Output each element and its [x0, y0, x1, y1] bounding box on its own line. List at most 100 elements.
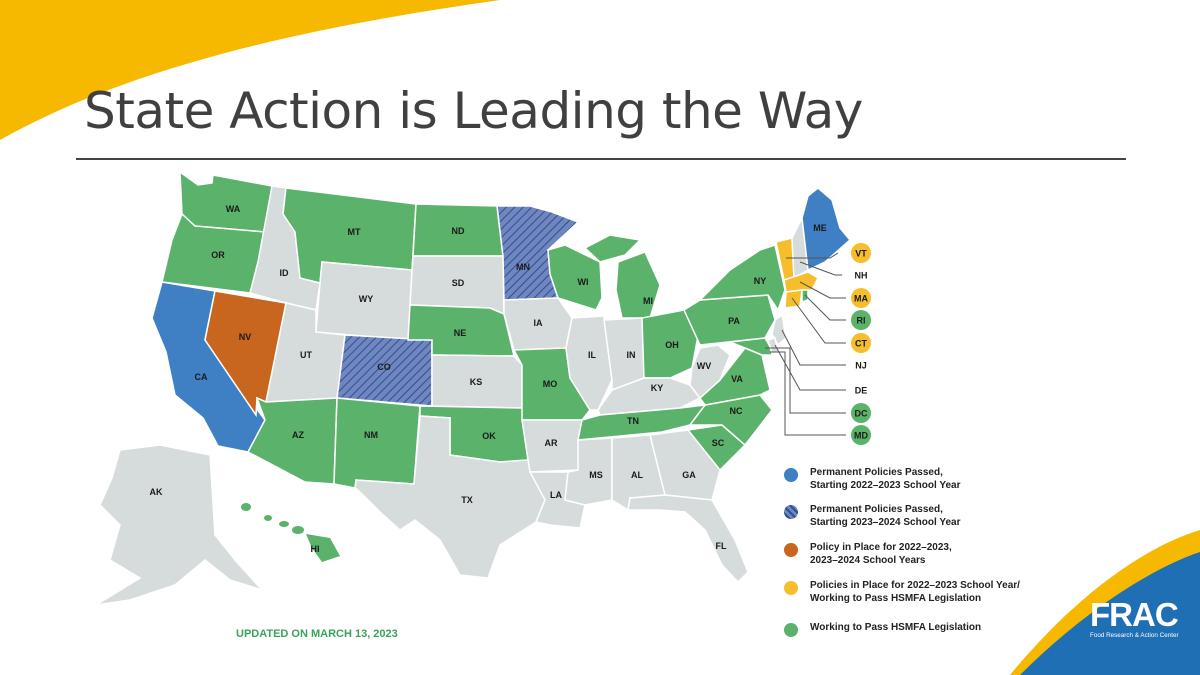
legend-swatch-yellow [784, 581, 798, 595]
legend-swatch-blue [784, 468, 798, 482]
state-label-NV: NV [239, 332, 252, 342]
state-label-PA: PA [728, 316, 740, 326]
state-WI[interactable] [547, 244, 603, 311]
state-label-TX: TX [461, 495, 473, 505]
state-label-VA: VA [731, 374, 743, 384]
callout-label-DC: DC [855, 409, 868, 419]
state-WV[interactable] [689, 344, 731, 400]
state-label-UT: UT [300, 350, 312, 360]
state-label-AZ: AZ [292, 430, 304, 440]
state-label-NC: NC [730, 406, 743, 416]
state-label-OH: OH [665, 340, 679, 350]
state-label-IA: IA [534, 318, 544, 328]
legend-text-line1: Working to Pass HSMFA Legislation [810, 622, 982, 633]
callout-badge-VT [851, 243, 871, 263]
callout-line-DC [765, 347, 846, 414]
frac-logo: FRAC Food Research & Action Center [1090, 598, 1190, 640]
state-label-ID: ID [280, 268, 290, 278]
callout-line-MD [770, 351, 846, 436]
callout-line-NH [799, 261, 842, 276]
state-label-FL: FL [716, 541, 727, 551]
logo-tagline: Food Research & Action Center [1090, 632, 1179, 639]
us-map: WA OR CA NV ID MT WY UT AZ CO NM ND SD N… [95, 170, 852, 606]
state-label-AL: AL [631, 470, 643, 480]
state-label-MT: MT [348, 227, 361, 237]
state-WA[interactable] [179, 170, 273, 233]
callout-badge-MD [851, 425, 871, 445]
state-label-MI: MI [643, 296, 653, 306]
state-AZ[interactable] [246, 396, 338, 485]
state-VA[interactable] [699, 347, 771, 406]
state-label-OR: OR [211, 250, 225, 260]
callout-label-DE: DE [855, 386, 868, 396]
callout-badge-CT [851, 333, 871, 353]
callout-line-DE [774, 344, 846, 391]
legend-text-line2: 2023–2024 School Years [810, 555, 926, 566]
legend-swatch-orange [784, 543, 798, 557]
state-FL[interactable] [627, 494, 749, 584]
state-label-SC: SC [712, 438, 725, 448]
callout-line-NJ [781, 329, 846, 366]
callout-line-MA [799, 281, 846, 299]
updated-date: UPDATED ON MARCH 13, 2023 [236, 628, 398, 640]
state-label-AR: AR [545, 438, 558, 448]
title-divider [76, 158, 1126, 160]
legend-item-permanent-2022: Permanent Policies Passed, Starting 2022–… [784, 466, 1040, 492]
state-label-NM: NM [364, 430, 378, 440]
state-label-TN: TN [627, 416, 639, 426]
state-label-NY: NY [754, 276, 767, 286]
state-label-WA: WA [226, 204, 241, 214]
callout-line-VT [786, 252, 839, 259]
state-MD [729, 337, 777, 356]
state-label-KS: KS [470, 377, 483, 387]
callout-label-RI: RI [857, 316, 866, 326]
state-label-LA: LA [550, 490, 562, 500]
state-label-MN: MN [516, 262, 530, 272]
state-AK[interactable] [95, 444, 265, 606]
legend-text-line1: Policies in Place for 2022–2023 School Y… [810, 580, 1020, 591]
callout-line-RI [804, 294, 846, 321]
state-label-IL: IL [588, 350, 597, 360]
callout-label-MD: MD [854, 431, 868, 441]
state-label-IN: IN [627, 350, 636, 360]
callout-badge-RI [851, 310, 871, 330]
legend-swatch-green [784, 623, 798, 637]
state-label-ME: ME [813, 223, 827, 233]
state-NM[interactable] [333, 397, 421, 489]
callout-label-CT: CT [855, 339, 867, 349]
state-CT [784, 289, 803, 309]
state-TX[interactable] [354, 415, 546, 579]
blue-corner-decoration [1020, 552, 1200, 675]
legend-swatch-hatched [784, 505, 798, 519]
legend-item-permanent-2023: Permanent Policies Passed, Starting 2023–… [784, 503, 1040, 529]
callout-line-CT [791, 297, 846, 344]
state-HI[interactable] [241, 503, 340, 562]
state-GA[interactable] [649, 429, 721, 501]
state-label-MO: MO [543, 379, 558, 389]
yellow-swoosh-decoration [0, 0, 500, 140]
state-MI-upper [583, 234, 642, 263]
state-label-WV: WV [697, 361, 712, 371]
callout-label-NH: NH [855, 271, 868, 281]
state-label-AK: AK [150, 487, 163, 497]
state-label-ND: ND [452, 226, 465, 236]
state-MI[interactable] [615, 251, 661, 319]
state-label-MS: MS [589, 470, 603, 480]
legend-text-line2: Starting 2022–2023 School Year [810, 480, 961, 491]
state-label-CA: CA [195, 372, 208, 382]
legend-item-policies-2022-working: Policies in Place for 2022–2023 School Y… [784, 579, 1040, 605]
logo-wordmark: FRAC [1090, 596, 1179, 633]
legend-text-line2: Starting 2023–2024 School Year [810, 517, 961, 528]
state-label-HI: HI [311, 544, 320, 554]
state-label-OK: OK [482, 431, 496, 441]
callout-label-VT: VT [855, 249, 867, 259]
legend-item-policy-in-place: Policy in Place for 2022–2023, 2023–2024 … [784, 541, 1040, 567]
callout-badge-DC [851, 403, 871, 423]
state-label-GA: GA [682, 470, 696, 480]
legend-text-line1: Policy in Place for 2022–2023, [810, 542, 952, 553]
callout-label-MA: MA [854, 294, 868, 304]
state-AR[interactable] [521, 419, 583, 473]
state-NY[interactable] [698, 244, 786, 312]
